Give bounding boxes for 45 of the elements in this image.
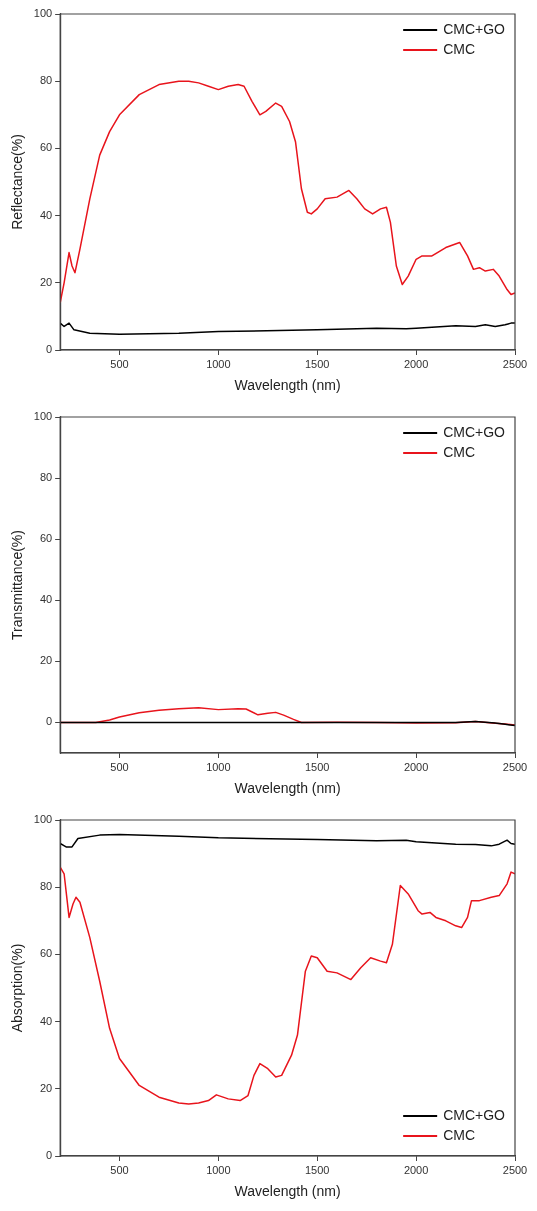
x-axis-title: Wavelength (nm) xyxy=(234,377,341,394)
y-tick-label: 80 xyxy=(39,74,53,87)
y-tick-label: 0 xyxy=(46,1149,53,1162)
y-tick-label: 20 xyxy=(39,275,53,288)
x-tick-label: 1000 xyxy=(206,1163,231,1176)
y-tick-label: 60 xyxy=(39,532,53,545)
legend-label: CMC xyxy=(443,40,476,57)
y-tick-label: 60 xyxy=(39,947,53,960)
y-tick-label: 60 xyxy=(39,141,53,154)
x-tick-label: 1000 xyxy=(206,760,231,773)
x-tick-label: 500 xyxy=(110,1163,129,1176)
y-tick-label: 0 xyxy=(46,715,53,728)
y-axis-title: Reflectance(%) xyxy=(9,134,26,230)
x-axis-title: Wavelength (nm) xyxy=(234,780,341,797)
x-tick-label: 2500 xyxy=(502,760,528,773)
y-tick-label: 40 xyxy=(39,208,53,221)
y-axis-title: Transmittance(%) xyxy=(9,530,26,640)
x-tick-label: 2500 xyxy=(502,1163,528,1176)
x-tick-label: 1500 xyxy=(305,760,330,773)
y-tick-label: 20 xyxy=(39,1081,53,1094)
x-tick-label: 2500 xyxy=(502,357,528,370)
legend-label: CMC+GO xyxy=(443,20,506,37)
x-tick-label: 1000 xyxy=(206,357,231,370)
y-tick-label: 80 xyxy=(39,471,53,484)
x-tick-label: 2000 xyxy=(403,760,429,773)
y-tick-label: 100 xyxy=(33,7,53,20)
x-tick-label: 2000 xyxy=(403,1163,429,1176)
x-tick-label: 500 xyxy=(110,760,129,773)
y-tick-label: 100 xyxy=(33,813,53,826)
x-axis-title: Wavelength (nm) xyxy=(234,1183,341,1200)
y-tick-label: 20 xyxy=(39,654,53,667)
legend-label: CMC+GO xyxy=(443,423,506,440)
x-tick-label: 500 xyxy=(110,357,129,370)
x-tick-label: 1500 xyxy=(305,357,330,370)
y-axis-title: Absorption(%) xyxy=(9,943,26,1033)
y-tick-label: 100 xyxy=(33,410,53,423)
x-tick-label: 2000 xyxy=(403,357,429,370)
x-tick-label: 1500 xyxy=(305,1163,330,1176)
legend-label: CMC+GO xyxy=(443,1106,506,1123)
y-tick-label: 80 xyxy=(39,880,53,893)
legend-label: CMC xyxy=(443,1126,476,1143)
legend-label: CMC xyxy=(443,443,476,460)
y-tick-label: 40 xyxy=(39,593,53,606)
y-tick-label: 40 xyxy=(39,1014,53,1027)
y-tick-label: 0 xyxy=(46,343,53,356)
